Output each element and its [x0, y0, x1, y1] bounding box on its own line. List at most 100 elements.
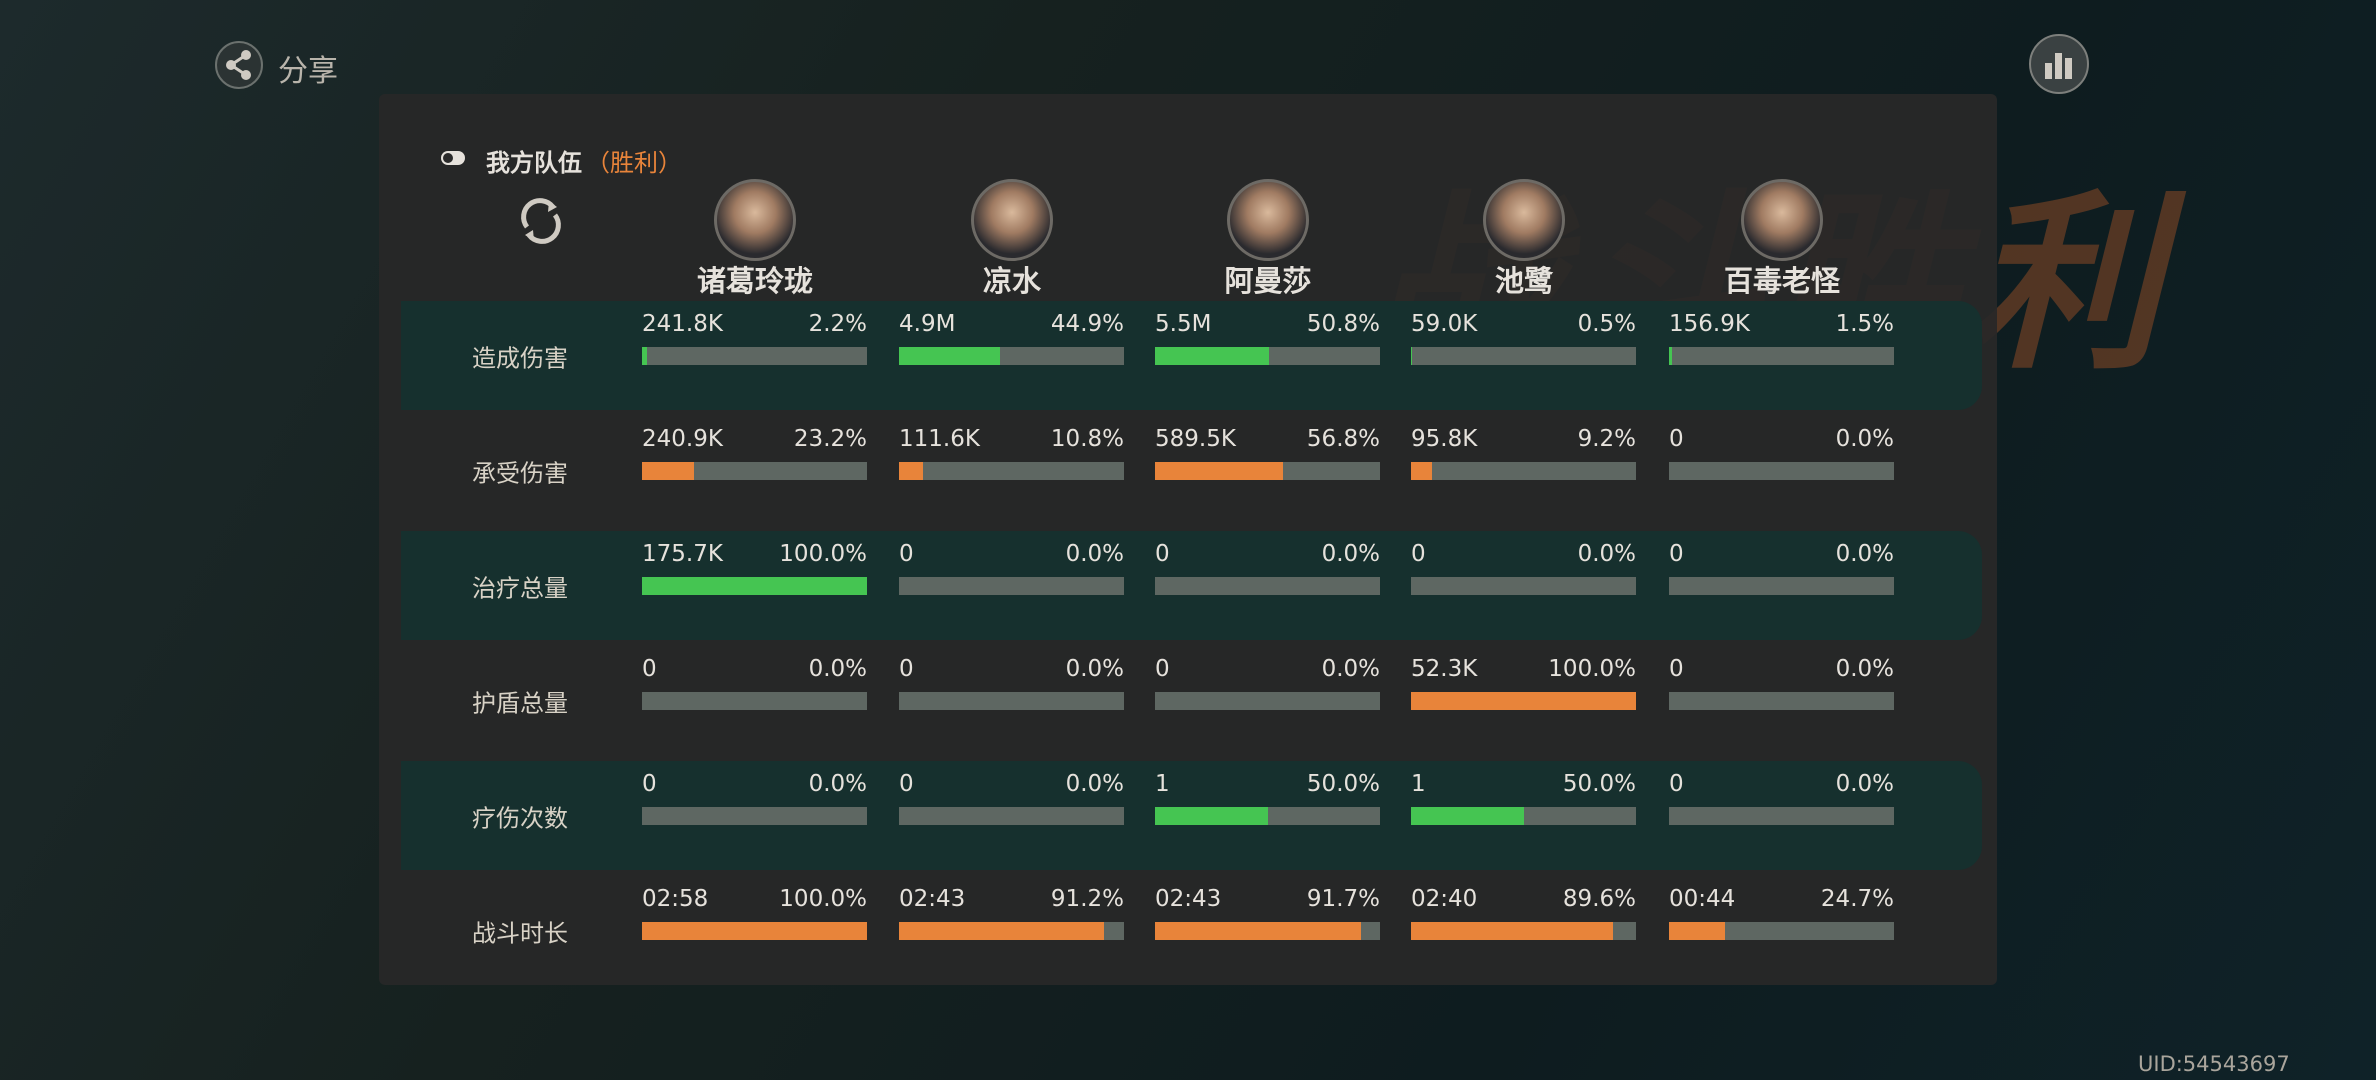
- stat-share: 9.2%: [1577, 426, 1636, 452]
- share-bar-fill: [1155, 347, 1270, 365]
- stat-value: 589.5K: [1155, 426, 1236, 452]
- share-bar-fill: [899, 462, 924, 480]
- share-bar-track: [1669, 462, 1894, 480]
- share-bar-fill: [1411, 922, 1613, 940]
- row-label: 护盾总量: [472, 689, 568, 718]
- refresh-button[interactable]: [513, 193, 569, 249]
- stat-share: 0.0%: [1835, 426, 1894, 452]
- share-bar-track: [1155, 347, 1380, 365]
- stat-value: 02:43: [899, 886, 966, 912]
- stat-value: 02:40: [1411, 886, 1478, 912]
- share-label[interactable]: 分享: [278, 54, 338, 89]
- share-bar-track: [642, 807, 867, 825]
- toggle-icon[interactable]: [440, 148, 466, 168]
- stat-value: 0: [642, 656, 657, 682]
- share-bar-track: [1155, 462, 1380, 480]
- team-result: （胜利）: [586, 149, 682, 177]
- stat-value: 240.9K: [642, 426, 723, 452]
- stat-share: 100.0%: [779, 886, 867, 912]
- share-bar-track: [1411, 922, 1636, 940]
- share-bar-fill: [899, 347, 1001, 365]
- stat-value: 00:44: [1669, 886, 1736, 912]
- share-bar-fill: [642, 577, 867, 595]
- share-bar-fill: [1669, 922, 1725, 940]
- stat-value: 02:43: [1155, 886, 1222, 912]
- stats-button[interactable]: [2028, 33, 2090, 95]
- stat-share: 44.9%: [1050, 311, 1124, 337]
- stat-share: 0.5%: [1577, 311, 1636, 337]
- character-name: 阿曼莎: [1224, 264, 1312, 298]
- stat-share: 0.0%: [1321, 656, 1380, 682]
- share-bar-fill: [1155, 462, 1283, 480]
- share-bar-track: [1411, 347, 1636, 365]
- stat-value: 0: [1669, 541, 1684, 567]
- stat-share: 0.0%: [808, 656, 867, 682]
- stat-value: 1: [1155, 771, 1170, 797]
- stat-value: 111.6K: [899, 426, 980, 452]
- share-bar-fill: [1411, 807, 1524, 825]
- row-label: 战斗时长: [472, 919, 568, 948]
- stat-value: 0: [1669, 426, 1684, 452]
- avatar: [1483, 179, 1565, 261]
- share-bar-track: [899, 462, 1124, 480]
- stat-share: 2.2%: [808, 311, 867, 337]
- share-bar-track: [1155, 577, 1380, 595]
- share-bar-track: [1669, 692, 1894, 710]
- stat-share: 56.8%: [1306, 426, 1380, 452]
- share-bar-track: [642, 347, 867, 365]
- stat-value: 4.9M: [899, 311, 956, 337]
- share-bar-track: [1669, 922, 1894, 940]
- avatar: [1227, 179, 1309, 261]
- stat-share: 91.2%: [1050, 886, 1124, 912]
- share-bar-fill: [1411, 347, 1413, 365]
- share-bar-fill: [1411, 692, 1636, 710]
- share-bar-track: [1669, 347, 1894, 365]
- stat-value: 02:58: [642, 886, 709, 912]
- share-bar-track: [899, 692, 1124, 710]
- stat-value: 156.9K: [1669, 311, 1750, 337]
- share-bar-track: [899, 807, 1124, 825]
- stat-value: 175.7K: [642, 541, 723, 567]
- stat-value: 0: [1669, 656, 1684, 682]
- row-label: 造成伤害: [472, 344, 568, 373]
- share-bar-track: [1669, 577, 1894, 595]
- stat-share: 50.8%: [1306, 311, 1380, 337]
- stat-value: 0: [1669, 771, 1684, 797]
- stat-share: 23.2%: [793, 426, 867, 452]
- stat-value: 95.8K: [1411, 426, 1478, 452]
- stat-share: 0.0%: [1065, 656, 1124, 682]
- stat-value: 0: [642, 771, 657, 797]
- stat-share: 89.6%: [1562, 886, 1636, 912]
- avatar: [714, 179, 796, 261]
- share-bar-track: [642, 692, 867, 710]
- stat-value: 241.8K: [642, 311, 723, 337]
- stat-share: 10.8%: [1050, 426, 1124, 452]
- share-bar-track: [1155, 807, 1380, 825]
- stat-share: 0.0%: [1835, 771, 1894, 797]
- stat-value: 5.5M: [1155, 311, 1212, 337]
- share-bar-fill: [1155, 807, 1268, 825]
- stat-value: 0: [1155, 656, 1170, 682]
- character-name: 百毒老怪: [1723, 264, 1841, 298]
- share-bar-fill: [1155, 922, 1362, 940]
- stat-share: 0.0%: [1835, 656, 1894, 682]
- stat-value: 0: [1411, 541, 1426, 567]
- stat-value: 0: [1155, 541, 1170, 567]
- stat-share: 0.0%: [1065, 771, 1124, 797]
- share-button[interactable]: [214, 40, 264, 90]
- share-bar-fill: [642, 922, 867, 940]
- character-name: 池鹭: [1494, 264, 1554, 298]
- stat-value: 59.0K: [1411, 311, 1478, 337]
- stat-share: 0.0%: [1835, 541, 1894, 567]
- character-name: 凉水: [982, 264, 1042, 298]
- avatar: [971, 179, 1053, 261]
- stat-share: 0.0%: [808, 771, 867, 797]
- share-bar-track: [1669, 807, 1894, 825]
- share-bar-track: [1411, 807, 1636, 825]
- stat-value: 52.3K: [1411, 656, 1478, 682]
- stat-value: 0: [899, 541, 914, 567]
- share-bar-track: [1411, 692, 1636, 710]
- share-bar-track: [1155, 922, 1380, 940]
- share-bar-fill: [642, 347, 647, 365]
